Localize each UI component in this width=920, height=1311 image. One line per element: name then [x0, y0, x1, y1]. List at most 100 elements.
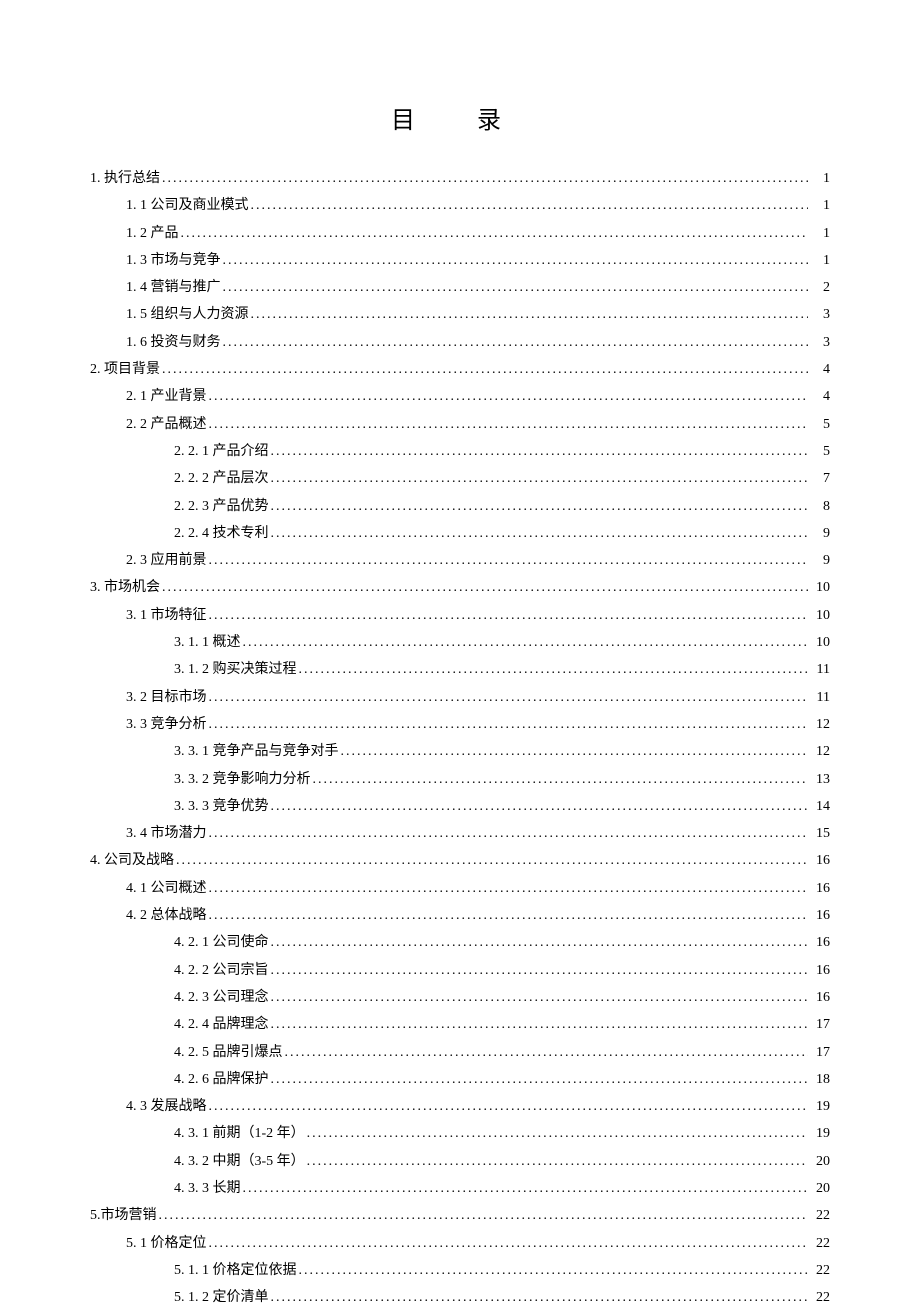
toc-entry: 2. 2. 1 产品介绍5 — [90, 438, 830, 465]
toc-entry: 4. 3. 1 前期（1-2 年）19 — [90, 1120, 830, 1147]
toc-entry: 1. 4 营销与推广2 — [90, 274, 830, 301]
toc-leader-dots — [209, 383, 809, 410]
toc-leader-dots — [209, 711, 809, 738]
toc-entry: 4. 2. 2 公司宗旨16 — [90, 957, 830, 984]
toc-leader-dots — [341, 738, 809, 765]
toc-entry: 1. 执行总结 1 — [90, 165, 830, 192]
toc-entry-page: 7 — [810, 465, 830, 492]
toc-entry: 3. 3. 1 竞争产品与竞争对手12 — [90, 738, 830, 765]
toc-entry: 3. 3. 3 竞争优势14 — [90, 793, 830, 820]
toc-leader-dots — [223, 274, 809, 301]
toc-entry: 4. 1 公司概述16 — [90, 875, 830, 902]
toc-entry-page: 18 — [810, 1066, 830, 1093]
toc-entry-label: 1. 执行总结 — [90, 165, 160, 192]
toc-entry: 2. 2. 3 产品优势8 — [90, 493, 830, 520]
toc-leader-dots — [209, 547, 809, 574]
toc-entry-label: 4. 3 发展战略 — [126, 1093, 207, 1120]
toc-leader-dots — [209, 875, 809, 902]
toc-entry: 2. 2 产品概述 5 — [90, 411, 830, 438]
toc-entry: 4. 2. 1 公司使命16 — [90, 929, 830, 956]
toc-leader-dots — [223, 329, 809, 356]
toc-leader-dots — [243, 1175, 809, 1202]
toc-leader-dots — [313, 766, 809, 793]
toc-leader-dots — [271, 1284, 809, 1311]
toc-leader-dots — [307, 1148, 808, 1175]
toc-entry-label: 2. 2 产品概述 — [126, 411, 207, 438]
toc-entry: 2. 2. 4 技术专利9 — [90, 520, 830, 547]
toc-entry-label: 2. 2. 1 产品介绍 — [174, 438, 269, 465]
toc-leader-dots — [209, 684, 809, 711]
toc-title: 目 录 — [90, 100, 830, 135]
toc-entry: 4. 2. 4 品牌理念17 — [90, 1011, 830, 1038]
toc-entry-page: 13 — [810, 766, 830, 793]
toc-leader-dots — [251, 301, 809, 328]
toc-entry-label: 1. 4 营销与推广 — [126, 274, 221, 301]
toc-leader-dots — [271, 520, 809, 547]
toc-entry: 4. 2 总体战略 16 — [90, 902, 830, 929]
toc-entry-label: 3. 3 竞争分析 — [126, 711, 207, 738]
toc-leader-dots — [223, 247, 809, 274]
toc-entry-page: 15 — [810, 820, 830, 847]
toc-entry-label: 3. 3. 2 竞争影响力分析 — [174, 766, 311, 793]
toc-entry-page: 11 — [810, 684, 830, 711]
toc-leader-dots — [299, 1257, 809, 1284]
toc-leader-dots — [209, 820, 809, 847]
toc-entry-label: 1. 5 组织与人力资源 — [126, 301, 249, 328]
toc-leader-dots — [271, 493, 809, 520]
toc-entry-page: 16 — [810, 902, 830, 929]
toc-entry: 1. 6 投资与财务3 — [90, 329, 830, 356]
toc-entry: 1. 1 公司及商业模式1 — [90, 192, 830, 219]
toc-entry: 2. 3 应用前景9 — [90, 547, 830, 574]
toc-entry-page: 12 — [810, 738, 830, 765]
toc-entry-page: 3 — [810, 329, 830, 356]
toc-entry-label: 3. 1. 1 概述 — [174, 629, 241, 656]
toc-entry-page: 10 — [810, 629, 830, 656]
toc-entry-label: 2. 3 应用前景 — [126, 547, 207, 574]
toc-entry-label: 5.市场营销 — [90, 1202, 157, 1229]
toc-entry-page: 1 — [810, 220, 830, 247]
toc-entry-label: 1. 2 产品 — [126, 220, 179, 247]
toc-entry-page: 10 — [810, 602, 830, 629]
toc-entry-page: 16 — [810, 875, 830, 902]
toc-entry: 5. 1. 1 价格定位依据 22 — [90, 1257, 830, 1284]
toc-leader-dots — [271, 438, 809, 465]
toc-leader-dots — [271, 793, 809, 820]
toc-entry-label: 3. 1. 2 购买决策过程 — [174, 656, 297, 683]
toc-entry-page: 22 — [810, 1284, 830, 1311]
toc-entry-page: 5 — [810, 411, 830, 438]
toc-leader-dots — [209, 602, 809, 629]
toc-entry-label: 5. 1. 1 价格定位依据 — [174, 1257, 297, 1284]
toc-entry: 3. 1. 2 购买决策过程11 — [90, 656, 830, 683]
toc-entry: 1. 3 市场与竞争1 — [90, 247, 830, 274]
toc-entry-label: 2. 2. 3 产品优势 — [174, 493, 269, 520]
toc-leader-dots — [271, 929, 809, 956]
table-of-contents: 1. 执行总结11. 1 公司及商业模式11. 2 产品11. 3 市场与竞争1… — [90, 165, 830, 1311]
toc-entry-label: 4. 2 总体战略 — [126, 902, 207, 929]
toc-entry-page: 22 — [810, 1202, 830, 1229]
toc-leader-dots — [285, 1039, 809, 1066]
toc-entry-page: 22 — [810, 1257, 830, 1284]
toc-entry: 2. 1 产业背景4 — [90, 383, 830, 410]
toc-entry: 3. 3. 2 竞争影响力分析 13 — [90, 766, 830, 793]
toc-entry: 1. 2 产品 1 — [90, 220, 830, 247]
toc-entry: 3. 1 市场特征 10 — [90, 602, 830, 629]
toc-leader-dots — [271, 1011, 809, 1038]
toc-entry-page: 12 — [810, 711, 830, 738]
toc-leader-dots — [209, 902, 809, 929]
toc-leader-dots — [159, 1202, 809, 1229]
toc-entry: 4. 2. 3 公司理念16 — [90, 984, 830, 1011]
toc-entry-page: 16 — [810, 847, 830, 874]
toc-leader-dots — [271, 984, 809, 1011]
toc-entry: 5. 1 价格定位22 — [90, 1230, 830, 1257]
toc-entry-label: 3. 3. 3 竞争优势 — [174, 793, 269, 820]
toc-entry-page: 20 — [810, 1148, 830, 1175]
toc-leader-dots — [299, 656, 809, 683]
toc-entry-page: 22 — [810, 1230, 830, 1257]
toc-entry-label: 3. 市场机会 — [90, 574, 160, 601]
toc-entry-label: 3. 1 市场特征 — [126, 602, 207, 629]
toc-entry-label: 4. 2. 3 公司理念 — [174, 984, 269, 1011]
toc-entry-page: 1 — [810, 165, 830, 192]
toc-leader-dots — [162, 574, 808, 601]
toc-entry: 4. 2. 5 品牌引爆点17 — [90, 1039, 830, 1066]
toc-entry-label: 4. 2. 5 品牌引爆点 — [174, 1039, 283, 1066]
